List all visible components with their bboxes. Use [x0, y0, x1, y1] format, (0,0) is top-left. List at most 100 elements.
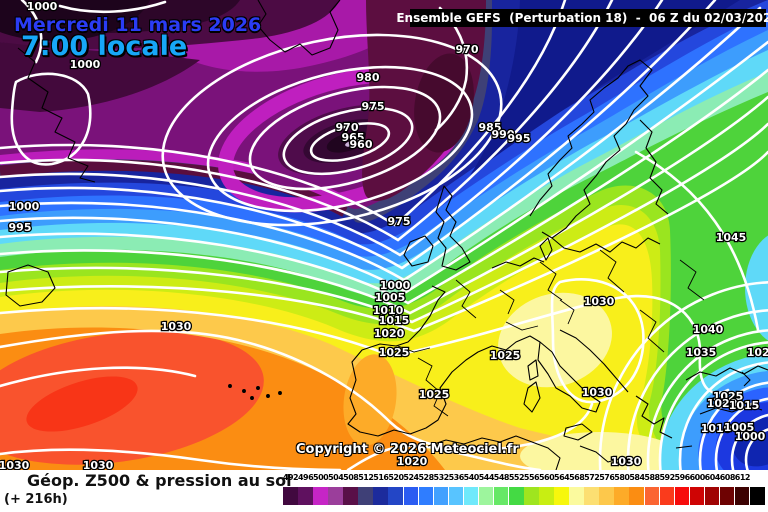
- colorbar-value: 576: [599, 473, 615, 482]
- colorbar-swatch: [343, 487, 358, 505]
- colorbar-value: 600: [689, 473, 706, 482]
- pressure-label: 1030: [0, 459, 30, 470]
- colorbar-swatch: [659, 487, 675, 505]
- pressure-label: 1030: [584, 295, 615, 308]
- colorbar-swatch: [719, 487, 735, 505]
- colorbar-value: 568: [569, 473, 585, 482]
- colorbar-value: 528: [418, 473, 434, 482]
- colorbar-value: 564: [554, 473, 570, 482]
- colorbar-value: 572: [584, 473, 600, 482]
- forecast-lead-time: (+ 216h): [4, 492, 68, 507]
- colorbar-value: 580: [614, 473, 630, 482]
- colorbar-swatch: [328, 487, 343, 505]
- colorbar-swatch: [524, 487, 539, 505]
- pressure-label: 990: [492, 128, 515, 141]
- pressure-label: 1000: [9, 200, 40, 213]
- colorbar-value: 588: [644, 473, 660, 482]
- colorbar-value: 608: [719, 473, 736, 482]
- pressure-label: 1000: [735, 430, 766, 443]
- pressure-label: 1030: [582, 386, 613, 399]
- colorbar-swatch: [493, 487, 509, 505]
- colorbar-swatch: [569, 487, 584, 505]
- colorbar-swatch: [418, 487, 434, 505]
- colorbar-swatch: [358, 487, 373, 505]
- colorbar-value: 596: [674, 473, 691, 482]
- pressure-label: 995: [508, 132, 531, 145]
- geopotential-colorbar: 492 496 500 504 508 512 516 520 524 528 532 536 540 5…: [283, 473, 765, 509]
- pressure-label: 1030: [611, 455, 642, 468]
- coastlines: [5, 0, 768, 470]
- colorbar-value: 504: [328, 473, 344, 482]
- colorbar-value: 532: [433, 473, 450, 482]
- colorbar-swatch: [584, 487, 599, 505]
- colorbar-value: 548: [493, 473, 510, 482]
- pressure-label: 965: [342, 131, 365, 144]
- colorbar-value: 552: [508, 473, 525, 482]
- local-time-label: 7:00 locale: [21, 31, 188, 62]
- colorbar-swatch: [388, 487, 403, 505]
- pressure-label: 1000: [380, 279, 411, 292]
- map-canvas: 1000 1000 970 980 975 970 965 960 985 990 995 975 10…: [0, 0, 768, 470]
- pressure-label: 985: [479, 121, 502, 134]
- colorbar-swatch: [554, 487, 569, 505]
- colorbar-swatch: [448, 487, 464, 505]
- colorbar-value: 496: [297, 473, 314, 482]
- colorbar-swatch: [373, 487, 388, 505]
- colorbar-swatch: [298, 487, 313, 505]
- isobar-contours: [0, 0, 768, 470]
- colorbar-value: 540: [463, 473, 480, 482]
- colorbar-swatch: [644, 487, 660, 505]
- pressure-labels-layer: 1000100097098097597096596098599099597510…: [0, 0, 768, 470]
- pressure-label: 1030: [83, 459, 114, 470]
- map-title: Géop. Z500 & pression au sol: [27, 471, 292, 490]
- pressure-label: 1005: [724, 421, 755, 434]
- pressure-label: 970: [456, 43, 479, 56]
- map-svg: 1000100097098097597096596098599099597510…: [0, 0, 768, 470]
- pressure-label: 1025: [713, 390, 744, 403]
- date-label: Mercredi 11 mars 2026: [14, 14, 262, 36]
- legend-bar: Géop. Z500 & pression au sol (+ 216h) 49…: [0, 470, 768, 512]
- model-run-banner: Ensemble GEFS (Perturbation 18) - 06 Z d…: [396, 9, 768, 27]
- colorbar-value: 560: [538, 473, 555, 482]
- colorbar-swatch: [478, 487, 494, 505]
- pressure-label: 975: [362, 100, 385, 113]
- pressure-label: 1040: [693, 323, 724, 336]
- colorbar-swatch: [433, 487, 449, 505]
- pressure-label: 1005: [375, 291, 406, 304]
- pressure-label: 970: [336, 121, 359, 134]
- colorbar-value: 524: [403, 473, 419, 482]
- colorbar-value: 520: [388, 473, 404, 482]
- colorbar-swatch: [749, 487, 765, 505]
- colorbar-value: 544: [478, 473, 495, 482]
- pressure-label: 1035: [686, 346, 717, 359]
- pressure-label: 1000: [27, 0, 58, 13]
- pressure-label: 960: [350, 138, 373, 151]
- colorbar-value: 500: [313, 473, 329, 482]
- pressure-label: 1010: [701, 422, 732, 435]
- pressure-label: 1025: [419, 388, 450, 401]
- colorbar-value: 512: [358, 473, 374, 482]
- colorbar-swatch: [689, 487, 705, 505]
- colorbar-swatch: [313, 487, 328, 505]
- colorbar-swatch: [674, 487, 690, 505]
- colorbar-value: 516: [373, 473, 389, 482]
- pressure-label: 1010: [373, 304, 404, 317]
- colorbar-value: 492: [282, 473, 299, 482]
- pressure-label: 1015: [729, 399, 760, 412]
- colorbar-value: 612: [734, 473, 751, 482]
- colorbar-value: 508: [343, 473, 359, 482]
- colorbar-swatch: [463, 487, 479, 505]
- colorbar-swatch: [403, 487, 419, 505]
- pressure-label: 1020: [397, 455, 428, 468]
- copyright-watermark: Copyright © 2026 Meteociel.fr: [296, 442, 519, 457]
- colorbar-swatch: [734, 487, 750, 505]
- country-borders: [397, 249, 705, 417]
- colorbar-swatch: [629, 487, 644, 505]
- colorbar-value: 604: [704, 473, 721, 482]
- pressure-label: 1025: [379, 346, 410, 359]
- pressure-label: 1020: [374, 327, 405, 340]
- pressure-label: 1015: [379, 314, 410, 327]
- pressure-label: 995: [9, 221, 32, 234]
- colorbar-swatch: [704, 487, 720, 505]
